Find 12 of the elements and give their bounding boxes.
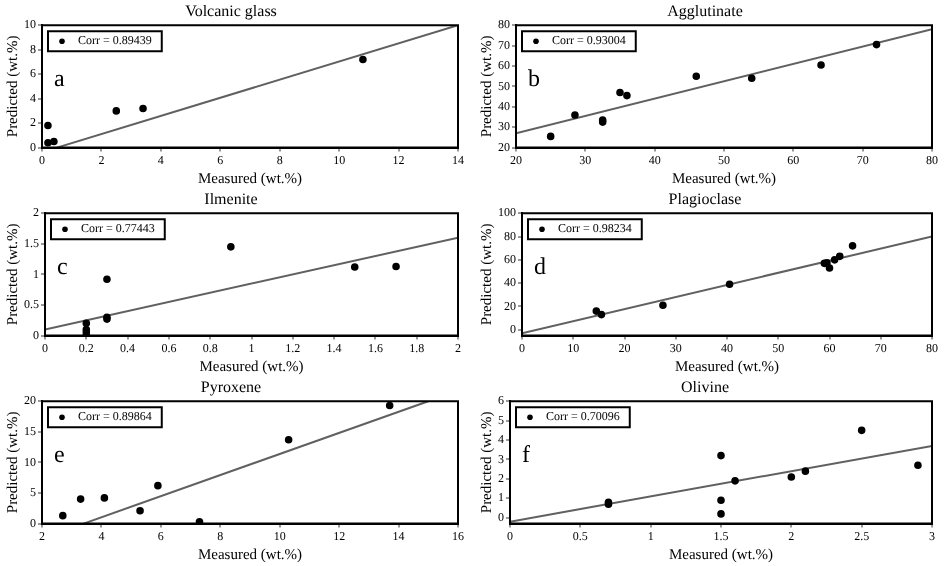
annotation: f xyxy=(522,439,530,468)
chart-title: Volcanic glass xyxy=(185,1,277,20)
annotation: d xyxy=(534,251,546,280)
annotation: b xyxy=(528,63,540,92)
annotation: e xyxy=(54,439,65,468)
chart-title: Ilmenite xyxy=(204,189,259,208)
chart-title: Agglutinate xyxy=(667,1,744,20)
chart-title: Pyroxene xyxy=(200,377,263,396)
annotation: c xyxy=(57,251,68,280)
annotation: a xyxy=(54,63,66,92)
chart-title: Plagioclase xyxy=(668,189,743,208)
chart-title: Olivine xyxy=(681,377,730,396)
